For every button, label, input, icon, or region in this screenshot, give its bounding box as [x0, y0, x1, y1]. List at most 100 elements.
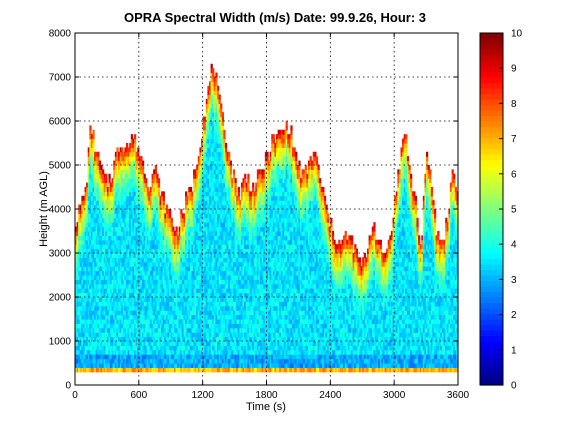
heatmap-cell [105, 248, 108, 254]
heatmap-cell [140, 230, 143, 236]
heatmap-cell [127, 195, 130, 201]
heatmap-cell [94, 288, 97, 294]
heatmap-cell [143, 200, 146, 206]
heatmap-cell [157, 248, 161, 254]
heatmap-cell [127, 358, 130, 364]
heatmap-cell [74, 314, 78, 320]
heatmap-cell [146, 235, 149, 241]
heatmap-cell [110, 301, 113, 307]
heatmap-cell [130, 358, 133, 364]
heatmap-cell [82, 200, 86, 206]
heatmap-cell [113, 345, 116, 351]
heatmap-cell [161, 208, 164, 214]
heatmap-cell [121, 252, 124, 258]
heatmap-cell [156, 327, 159, 333]
heatmap-cell [134, 191, 137, 197]
heatmap-cell [86, 274, 89, 280]
heatmap-cell [78, 244, 81, 250]
heatmap-cell [78, 367, 81, 373]
heatmap-cell [110, 222, 113, 228]
heatmap-cell [149, 248, 153, 254]
heatmap-cell [134, 142, 137, 148]
heatmap-cell [110, 230, 113, 236]
heatmap-cell [122, 288, 126, 294]
heatmap-cell [126, 204, 129, 210]
heatmap-cell [132, 248, 135, 254]
heatmap-cell [98, 186, 102, 192]
heatmap-cell [141, 178, 145, 184]
heatmap-cell [108, 314, 111, 320]
heatmap-cell [141, 191, 145, 197]
heatmap-cell [126, 182, 129, 188]
heatmap-cell [164, 310, 167, 316]
heatmap-cell [111, 195, 114, 201]
heatmap-cell [98, 244, 102, 250]
heatmap-cell [138, 200, 141, 206]
heatmap-cell [156, 332, 159, 338]
heatmap-cell [146, 244, 149, 250]
heatmap-cell [84, 296, 87, 302]
heatmap-cell [151, 200, 154, 206]
heatmap-cell [143, 195, 146, 201]
heatmap-cell [89, 125, 92, 131]
heatmap-cell [145, 226, 148, 232]
heatmap-cell [229, 164, 232, 170]
heatmap-cell [86, 367, 89, 373]
heatmap-cell [111, 266, 114, 272]
heatmap-cell [137, 340, 140, 346]
heatmap-cell [114, 244, 118, 250]
heatmap-cell [92, 336, 95, 342]
heatmap-cell [130, 349, 133, 355]
heatmap-cell [97, 230, 100, 236]
heatmap-cell [180, 208, 183, 214]
heatmap-cell [119, 327, 122, 333]
heatmap-cell [78, 340, 81, 346]
heatmap-cell [105, 266, 108, 272]
heatmap-cell [157, 213, 161, 219]
heatmap-cell [84, 327, 87, 333]
heatmap-cell [97, 362, 100, 368]
heatmap-cell [126, 296, 129, 302]
heatmap-cell [78, 296, 81, 302]
heatmap-cell [86, 283, 89, 289]
heatmap-cell [114, 305, 118, 311]
heatmap-cell [87, 279, 90, 285]
heatmap-cell [94, 230, 97, 236]
heatmap-cell [138, 314, 141, 320]
heatmap-cell [164, 358, 167, 364]
heatmap-cell [82, 354, 86, 360]
heatmap-cell [157, 244, 161, 250]
heatmap-cell [119, 310, 122, 316]
heatmap-cell [103, 200, 106, 206]
heatmap-cell [164, 301, 167, 307]
heatmap-cell [132, 305, 135, 311]
heatmap-cell [97, 367, 100, 373]
heatmap-cell [165, 305, 169, 311]
heatmap-cell [127, 288, 130, 294]
heatmap-cell [114, 204, 118, 210]
heatmap-cell [113, 301, 116, 307]
heatmap-cell [156, 182, 159, 188]
heatmap-cell [151, 323, 154, 329]
heatmap-cell [114, 292, 118, 298]
heatmap-cell [129, 195, 132, 201]
heatmap-cell [111, 244, 114, 250]
heatmap-cell [151, 305, 154, 311]
heatmap-cell [127, 239, 130, 245]
heatmap-cell [90, 261, 94, 267]
heatmap-cell [94, 208, 97, 214]
heatmap-cell [164, 248, 167, 254]
heatmap-cell [164, 332, 167, 338]
heatmap-cell [124, 147, 127, 153]
heatmap-cell [151, 332, 154, 338]
heatmap-cell [95, 217, 98, 223]
heatmap-cell [164, 296, 167, 302]
heatmap-cell [94, 195, 97, 201]
heatmap-cell [92, 323, 95, 329]
heatmap-cell [110, 257, 113, 263]
heatmap-cell [137, 164, 140, 170]
heatmap-cell [126, 270, 129, 276]
heatmap-cell [89, 239, 92, 245]
heatmap-cell [126, 156, 129, 162]
heatmap-cell [122, 239, 126, 245]
